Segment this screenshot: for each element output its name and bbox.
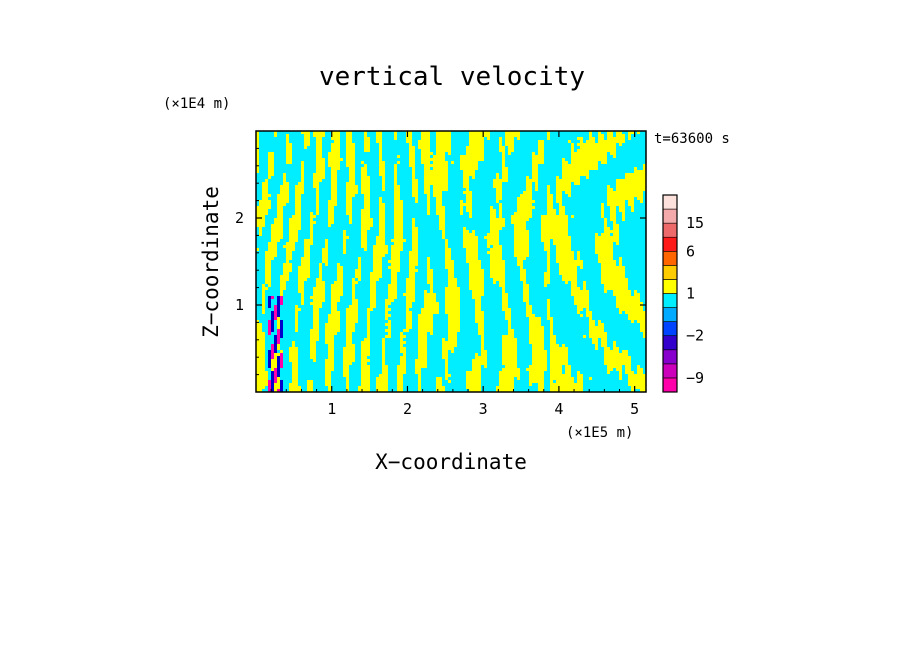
colorbar: 15 6 1 −2 −9 bbox=[662, 194, 704, 393]
x-tick-label: 3 bbox=[479, 400, 488, 418]
y-axis-ticks: 12 bbox=[235, 147, 646, 376]
field-strong-negative-region bbox=[268, 296, 283, 392]
colorbar-segment bbox=[662, 250, 678, 266]
colorbar-segment bbox=[662, 222, 678, 238]
colorbar-segment bbox=[662, 349, 678, 365]
time-label: t=63600 s bbox=[654, 131, 730, 147]
colorbar-tick-label: −9 bbox=[686, 369, 704, 387]
colorbar-segment bbox=[662, 363, 678, 379]
x-axis-label: X−coordinate bbox=[375, 450, 527, 474]
colorbar-tick-label: 6 bbox=[686, 242, 695, 260]
y-axis-unit: (×1E4 m) bbox=[163, 96, 230, 112]
colorbar-segment bbox=[662, 335, 678, 351]
field-positive-region bbox=[256, 131, 646, 392]
colorbar-segment bbox=[662, 194, 678, 210]
x-tick-label: 4 bbox=[554, 400, 563, 418]
colorbar-segment bbox=[662, 377, 678, 393]
x-axis-ticks: 1 2 3 4 5 bbox=[270, 131, 639, 418]
colorbar-segment bbox=[662, 279, 678, 294]
colorbar-tick-label: 1 bbox=[686, 285, 695, 303]
velocity-field bbox=[256, 131, 646, 392]
x-tick-label: 1 bbox=[327, 400, 336, 418]
colorbar-segment bbox=[662, 265, 678, 280]
colorbar-segment bbox=[662, 293, 678, 308]
x-tick-label: 2 bbox=[403, 400, 412, 418]
colorbar-segment bbox=[662, 321, 678, 337]
y-tick-label: 1 bbox=[235, 296, 244, 314]
x-axis-unit: (×1E5 m) bbox=[566, 425, 633, 441]
colorbar-segment bbox=[662, 307, 678, 322]
colorbar-segment bbox=[662, 208, 678, 224]
chart-title: vertical velocity bbox=[319, 62, 585, 92]
field-strongest-negative-region bbox=[268, 296, 283, 392]
colorbar-segment bbox=[662, 236, 678, 252]
plot-frame bbox=[255, 130, 647, 393]
x-tick-label: 5 bbox=[630, 400, 639, 418]
y-tick-label: 2 bbox=[235, 209, 244, 227]
colorbar-tick-label: 15 bbox=[686, 214, 704, 232]
colorbar-tick-label: −2 bbox=[686, 327, 704, 345]
y-axis-label: Z−coordinate bbox=[199, 186, 223, 338]
colorbar-frame bbox=[662, 194, 678, 393]
